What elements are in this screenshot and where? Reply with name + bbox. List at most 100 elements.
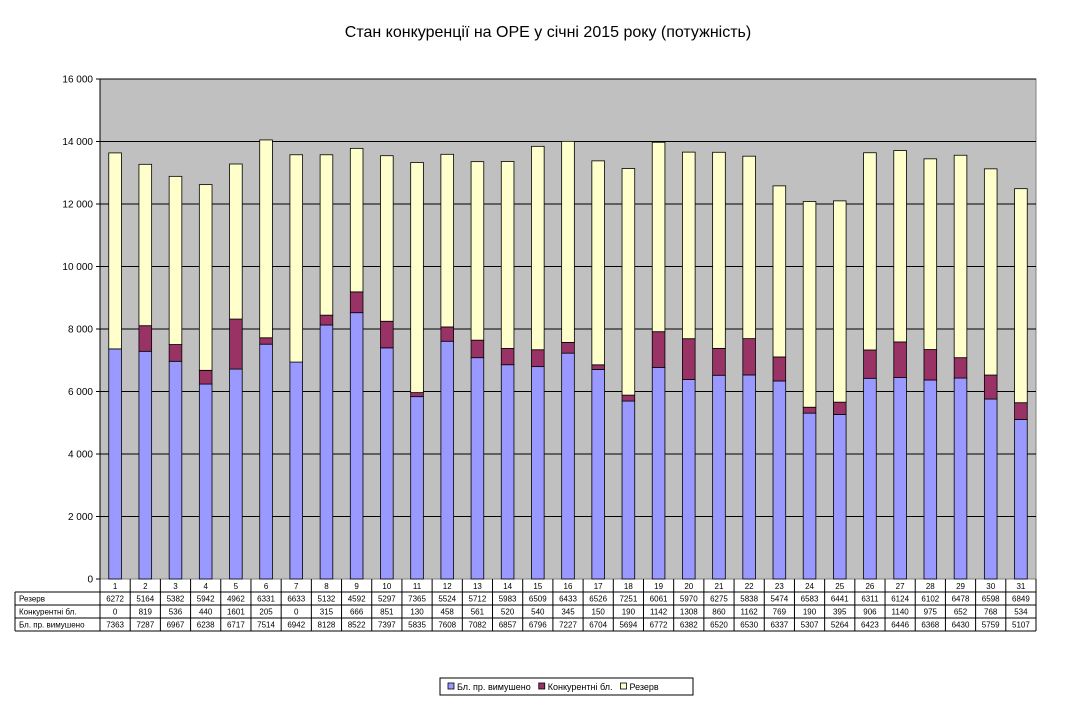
table-value: 7514 bbox=[257, 621, 275, 630]
table-value: 5474 bbox=[770, 595, 788, 604]
bar-segment bbox=[168, 360, 183, 580]
x-tick-label: 5 bbox=[234, 582, 239, 591]
bar-segment bbox=[470, 339, 485, 359]
bar-segment bbox=[923, 379, 938, 580]
bar-segment bbox=[531, 366, 545, 580]
table-value: 769 bbox=[773, 608, 787, 617]
table-value: 4592 bbox=[348, 595, 366, 604]
bar-segment bbox=[591, 364, 605, 370]
table-value: 1142 bbox=[650, 608, 668, 617]
x-tick-label: 11 bbox=[413, 582, 422, 591]
x-tick-label: 30 bbox=[986, 582, 995, 591]
table-value: 6337 bbox=[770, 621, 788, 630]
x-tick-label: 29 bbox=[956, 582, 965, 591]
table-value: 5107 bbox=[1012, 621, 1030, 630]
bar-segment bbox=[651, 366, 666, 580]
table-value: 7082 bbox=[469, 621, 487, 630]
y-tick-label: 2 000 bbox=[68, 512, 93, 523]
y-tick-label: 12 000 bbox=[62, 200, 93, 211]
bar-segment bbox=[621, 400, 636, 580]
table-value: 395 bbox=[833, 608, 847, 617]
bar-segment bbox=[289, 154, 303, 363]
table-value: 5942 bbox=[197, 595, 215, 604]
bar-segment bbox=[893, 150, 907, 343]
bar-segment bbox=[229, 163, 243, 320]
table-value: 150 bbox=[592, 608, 606, 617]
bar-segment bbox=[772, 185, 787, 358]
bar-segment bbox=[138, 350, 153, 580]
x-tick-label: 22 bbox=[745, 582, 754, 591]
x-tick-label: 31 bbox=[1016, 582, 1025, 591]
bar-segment bbox=[380, 155, 394, 322]
x-tick-label: 20 bbox=[684, 582, 693, 591]
x-tick-label: 14 bbox=[503, 582, 512, 591]
x-tick-label: 7 bbox=[294, 582, 299, 591]
table-value: 6509 bbox=[529, 595, 547, 604]
bar-segment bbox=[531, 349, 545, 368]
bar-segment bbox=[923, 158, 938, 350]
bar-segment bbox=[953, 377, 968, 580]
table-value: 6530 bbox=[740, 621, 758, 630]
bar-segment bbox=[591, 369, 605, 580]
bar-segment bbox=[802, 406, 817, 414]
bar-segment bbox=[1014, 419, 1028, 580]
x-tick-label: 12 bbox=[443, 582, 452, 591]
table-value: 6124 bbox=[891, 595, 909, 604]
plot-area: 0 2 000 4 000 6 000 8 000 10 000 12 000 14 000 1… bbox=[62, 75, 1037, 586]
table-value: 6382 bbox=[680, 621, 698, 630]
table-value: 6772 bbox=[650, 621, 668, 630]
table-value: 6796 bbox=[529, 621, 547, 630]
bar-segment bbox=[138, 163, 153, 327]
bar-segment bbox=[319, 154, 334, 316]
bar-segment bbox=[712, 151, 726, 349]
x-tick-label: 25 bbox=[835, 582, 844, 591]
bar-segment bbox=[138, 325, 153, 352]
bar-segment bbox=[198, 369, 213, 385]
x-tick-label: 17 bbox=[594, 582, 603, 591]
bar-segment bbox=[682, 151, 696, 340]
bar-segment bbox=[470, 357, 485, 580]
bar-segment bbox=[893, 341, 907, 378]
table-value: 5983 bbox=[499, 595, 517, 604]
bar-segment bbox=[833, 200, 847, 403]
table-value: 190 bbox=[622, 608, 636, 617]
y-tick-label: 8 000 bbox=[68, 325, 93, 336]
table-value: 205 bbox=[259, 608, 273, 617]
table-value: 7363 bbox=[106, 621, 124, 630]
legend-entry: Резерв bbox=[629, 682, 658, 692]
legend-entry: Бл. пр. вимушено bbox=[457, 682, 531, 692]
table-value: 6849 bbox=[1012, 595, 1030, 604]
legend: Бл. пр. вимушено Конкурентні бл. Резерв bbox=[439, 677, 694, 696]
bar-segment bbox=[440, 340, 454, 580]
bar-segment bbox=[561, 140, 575, 343]
bar-segment bbox=[1014, 402, 1028, 420]
bar-segment bbox=[259, 343, 273, 580]
x-tick-label: 19 bbox=[654, 582, 663, 591]
bar-segment bbox=[772, 380, 787, 580]
table-value: 6967 bbox=[167, 621, 185, 630]
table-value: 6526 bbox=[589, 595, 607, 604]
bar-segment bbox=[742, 155, 756, 340]
data-table: 1 2 3 4 5 6 7 8 9 10 11 12 13 14 15 16 17 18 19 20 21 22 23 24 2… bbox=[14, 579, 1037, 632]
bar-segment bbox=[500, 348, 515, 366]
bar-segment bbox=[108, 348, 122, 580]
table-value: 0 bbox=[294, 608, 299, 617]
table-value: 1140 bbox=[892, 608, 910, 617]
bar-segment bbox=[621, 394, 636, 402]
bar-segment bbox=[259, 139, 273, 339]
x-tick-label: 2 bbox=[143, 582, 148, 591]
table-value: 5838 bbox=[740, 595, 758, 604]
bar-segment bbox=[531, 145, 545, 351]
table-value: 7397 bbox=[378, 621, 396, 630]
bar-segment bbox=[651, 331, 666, 368]
table-value: 860 bbox=[712, 608, 726, 617]
bar-segment bbox=[229, 318, 243, 370]
table-value: 8522 bbox=[348, 621, 366, 630]
table-value: 6433 bbox=[559, 595, 577, 604]
bar-segment bbox=[682, 379, 696, 580]
bar-segment bbox=[168, 175, 183, 345]
bar-segment bbox=[802, 412, 817, 580]
bar-segment bbox=[833, 414, 847, 580]
legend-swatch bbox=[538, 682, 546, 690]
table-value: 6061 bbox=[650, 595, 668, 604]
